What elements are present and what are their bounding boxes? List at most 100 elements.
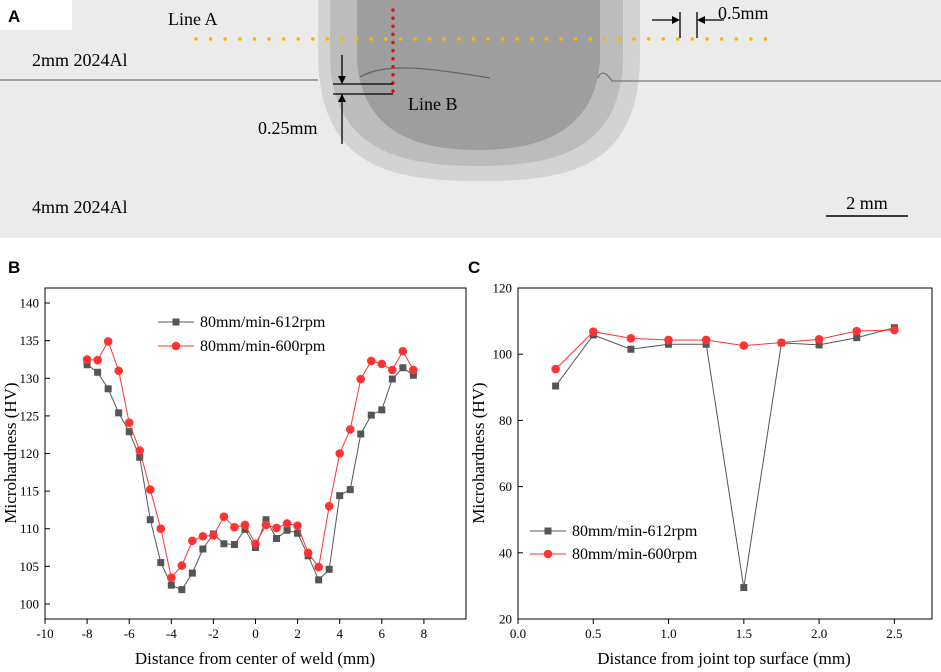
- x-tick-label: -4: [166, 626, 177, 641]
- legend-marker-circle: [543, 549, 553, 559]
- x-tick-label: 2.0: [811, 626, 827, 641]
- plot-frame: [517, 287, 933, 620]
- data-point-square: [336, 492, 344, 500]
- y-axis-label: Microhardness (HV): [469, 382, 488, 523]
- data-point-circle: [156, 524, 166, 534]
- data-point-square: [167, 581, 175, 589]
- data-point-square: [388, 375, 396, 383]
- data-point-square: [230, 541, 238, 549]
- data-point-circle: [145, 485, 155, 494]
- y-tick-label: 130: [20, 371, 40, 386]
- x-tick-label: -6: [124, 626, 135, 641]
- data-point-square: [94, 368, 102, 376]
- x-tick-label: -10: [36, 626, 53, 641]
- data-point-square: [104, 385, 112, 393]
- panel-c-letter: C: [468, 258, 480, 277]
- panel-b-letter: B: [8, 258, 20, 277]
- hook-feature: [359, 67, 491, 79]
- offset-label: 0.25mm: [258, 118, 318, 138]
- data-point-circle: [314, 562, 323, 572]
- data-point-circle: [230, 522, 239, 532]
- panel-letter-box: [0, 0, 72, 30]
- legend-marker-square: [172, 318, 180, 326]
- legend-label: 80mm/min-600rpm: [572, 546, 698, 563]
- data-point-square: [157, 559, 165, 567]
- legend-label: 80mm/min-612rpm: [572, 523, 698, 540]
- y-tick-label: 120: [20, 446, 40, 461]
- data-point-square: [315, 576, 323, 584]
- data-point-square: [188, 569, 196, 577]
- data-point-square: [409, 371, 417, 379]
- data-point-circle: [114, 366, 123, 376]
- data-point-square: [740, 584, 748, 592]
- data-point-square: [367, 411, 375, 419]
- y-tick-label: 60: [499, 479, 512, 494]
- data-point-square: [115, 409, 123, 417]
- y-tick-label: 20: [499, 612, 512, 627]
- data-point-square: [241, 525, 249, 533]
- data-point-square: [853, 334, 861, 342]
- data-point-circle: [282, 519, 292, 528]
- x-tick-label: 2: [294, 626, 301, 641]
- series-line-1: [555, 327, 895, 588]
- x-tick-label: -8: [82, 626, 93, 641]
- data-point-circle: [198, 531, 208, 541]
- x-axis-label: Distance from joint top surface (mm): [597, 649, 851, 668]
- y-ticks: 100 105 110 115 120 125 130 135 140: [20, 296, 50, 611]
- series-line-1: [86, 364, 414, 591]
- legend-marker-square: [544, 527, 552, 535]
- data-point-circle: [177, 561, 187, 570]
- legend: 80mm/min-612rpm 80mm/min-600rpm: [158, 314, 326, 355]
- data-point-circle: [219, 512, 229, 521]
- y-tick-label: 105: [20, 559, 40, 574]
- data-point-square: [199, 545, 207, 553]
- y-tick-label: 100: [493, 347, 513, 362]
- series-line-2: [555, 329, 895, 370]
- x-tick-label: 1.5: [736, 626, 752, 641]
- data-point-circle: [377, 359, 387, 369]
- data-point-circle: [303, 548, 313, 558]
- data-point-square: [665, 340, 673, 348]
- scale-label: 2 mm: [846, 193, 888, 213]
- data-point-square: [552, 382, 560, 390]
- data-point-square: [262, 516, 270, 524]
- data-point-circle: [188, 536, 197, 546]
- data-point-square: [283, 526, 291, 534]
- data-point-circle: [398, 346, 408, 356]
- data-point-circle: [345, 425, 355, 434]
- y-tick-label: 80: [499, 413, 512, 428]
- data-point-circle: [409, 365, 418, 375]
- x-tick-label: 1.0: [660, 626, 676, 641]
- data-point-circle: [739, 341, 749, 350]
- interface-line-right: [597, 72, 941, 82]
- data-point-square: [627, 345, 635, 353]
- y-tick-label: 140: [20, 296, 40, 311]
- data-point-square: [815, 341, 823, 349]
- data-point-circle: [852, 326, 862, 336]
- legend-label: 80mm/min-600rpm: [200, 338, 326, 355]
- data-point-square: [220, 540, 228, 548]
- data-point-circle: [240, 520, 250, 530]
- data-point-circle: [272, 523, 281, 533]
- y-axis-label: Microhardness (HV): [1, 382, 20, 523]
- data-point-circle: [324, 501, 334, 511]
- series-line-2: [87, 340, 414, 579]
- y-tick-label: 110: [20, 521, 39, 536]
- data-point-square: [325, 565, 333, 573]
- data-point-square: [346, 486, 354, 494]
- data-point-square: [702, 340, 710, 348]
- panel-a-micrograph: A Line A Line B 0.5mm 0.25mm 2mm 2024Al …: [0, 0, 941, 238]
- data-point-circle: [777, 338, 786, 347]
- y-tick-label: 40: [499, 545, 512, 560]
- legend-marker-circle: [171, 341, 181, 351]
- data-point-circle: [664, 335, 673, 345]
- data-point-circle: [209, 531, 218, 540]
- legend: 80mm/min-612rpm 80mm/min-600rpm: [530, 523, 698, 563]
- x-tick-label: 4: [336, 626, 343, 641]
- data-point-square: [294, 529, 302, 537]
- data-point-circle: [93, 355, 102, 365]
- x-tick-label: 8: [421, 626, 428, 641]
- data-point-circle: [588, 327, 598, 336]
- series-group: [82, 337, 418, 594]
- data-point-circle: [890, 325, 899, 335]
